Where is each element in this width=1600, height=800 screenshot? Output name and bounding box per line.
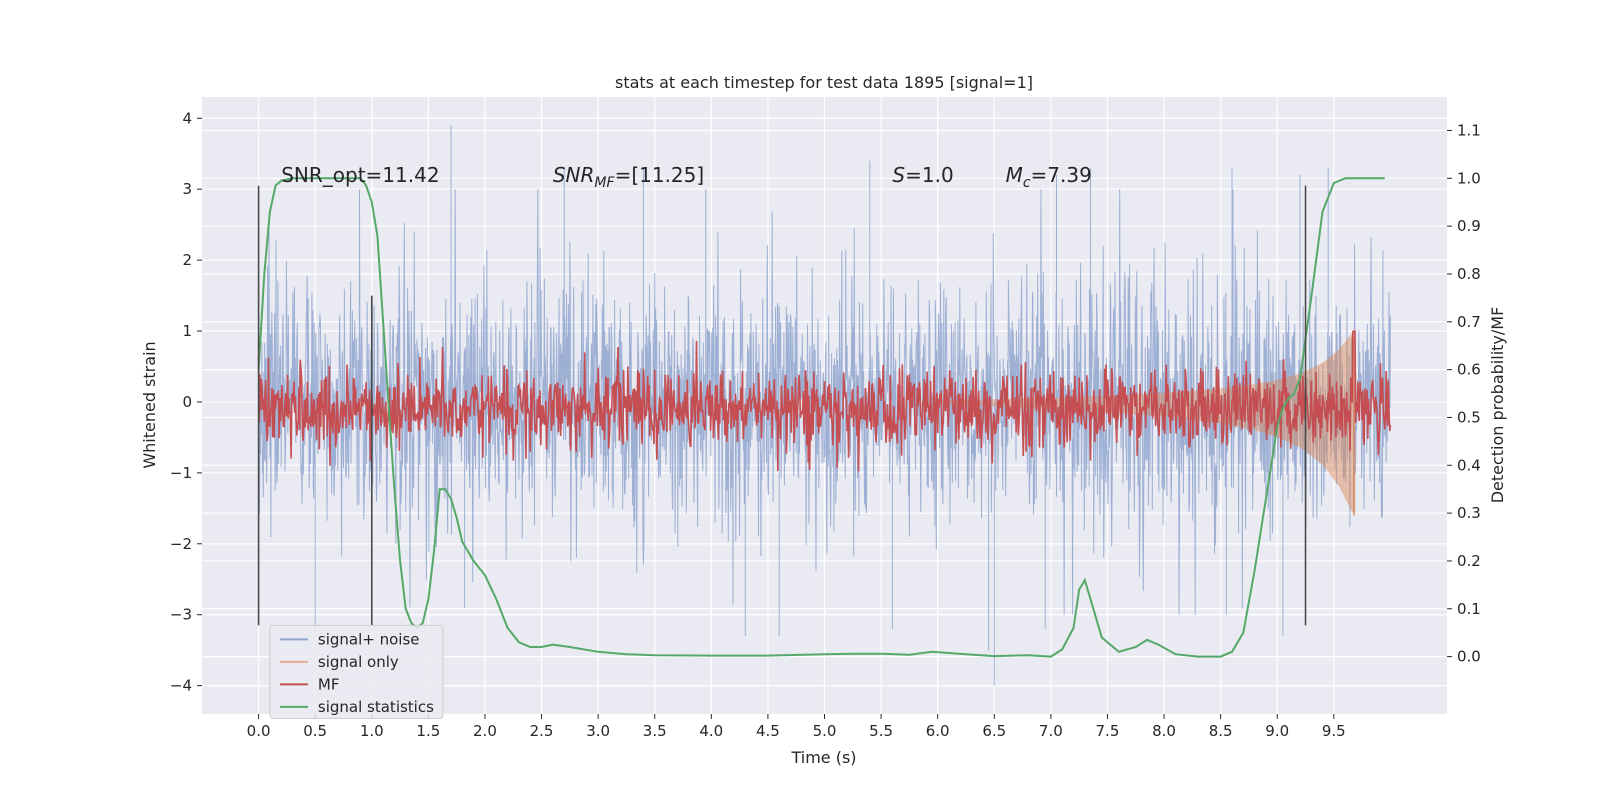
x-tick-label: 4.0 bbox=[699, 722, 723, 740]
y2-tick-label: 0.2 bbox=[1457, 552, 1481, 570]
annotation-text: SNRMF=[11.25] bbox=[553, 163, 704, 191]
x-tick-label: 0.5 bbox=[303, 722, 327, 740]
y2-tick-label: 0.3 bbox=[1457, 504, 1481, 522]
x-tick-label: 9.0 bbox=[1265, 722, 1289, 740]
y2-tick-label: 0.5 bbox=[1457, 408, 1481, 426]
y2-tick-label: 0.1 bbox=[1457, 600, 1481, 618]
legend: signal+ noise signal only MF signal statist… bbox=[269, 624, 444, 719]
legend-label: signal only bbox=[318, 653, 399, 671]
y-axis-right: 0.0 0.1 0.2 0.3 0.4 0.5 0.6 0.7 0.8 0.9 1.0 1.1 bbox=[1447, 121, 1481, 666]
x-tick-label: 1.0 bbox=[360, 722, 384, 740]
x-tick-label: 9.5 bbox=[1322, 722, 1346, 740]
y2-tick-label: 0.4 bbox=[1457, 456, 1481, 474]
x-tick-label: 3.5 bbox=[643, 722, 667, 740]
x-tick-label: 2.0 bbox=[473, 722, 497, 740]
y-tick-label: 3 bbox=[182, 180, 192, 198]
y2-tick-label: 0.0 bbox=[1457, 648, 1481, 666]
legend-label: signal statistics bbox=[318, 698, 434, 716]
annotations: SNR_opt=11.42 SNRMF=[11.25] S=1.0 Mc=7.39 bbox=[281, 163, 1092, 191]
x-tick-label: 6.5 bbox=[982, 722, 1006, 740]
x-tick-label: 8.5 bbox=[1209, 722, 1233, 740]
y-tick-label: −2 bbox=[170, 535, 192, 553]
y2-tick-label: 1.1 bbox=[1457, 121, 1481, 139]
x-tick-label: 7.5 bbox=[1096, 722, 1120, 740]
series-mf bbox=[257, 330, 1392, 472]
series-layer bbox=[257, 125, 1392, 686]
y2-tick-label: 0.9 bbox=[1457, 217, 1481, 235]
y-tick-label: 2 bbox=[182, 251, 192, 269]
x-tick-label: 5.0 bbox=[813, 722, 837, 740]
x-tick-label: 3.0 bbox=[586, 722, 610, 740]
x-tick-label: 8.0 bbox=[1152, 722, 1176, 740]
annotation-text: SNR_opt=11.42 bbox=[281, 163, 439, 187]
x-tick-label: 7.0 bbox=[1039, 722, 1063, 740]
series-signal-statistics bbox=[257, 177, 1385, 658]
y-tick-label: 4 bbox=[182, 109, 192, 127]
y2-axis-label: Detection probability/MF bbox=[1488, 307, 1507, 504]
x-tick-label: 0.0 bbox=[247, 722, 271, 740]
legend-box bbox=[269, 624, 444, 719]
y2-tick-label: 0.6 bbox=[1457, 361, 1481, 379]
x-axis-label: Time (s) bbox=[790, 748, 856, 767]
x-tick-label: 2.5 bbox=[530, 722, 554, 740]
legend-label: signal+ noise bbox=[318, 630, 420, 648]
y2-tick-label: 1.0 bbox=[1457, 169, 1481, 187]
annotation-text: S=1.0 bbox=[892, 163, 953, 187]
x-tick-label: 5.5 bbox=[869, 722, 893, 740]
y-axis-label: Whitened strain bbox=[140, 341, 159, 468]
x-tick-label: 1.5 bbox=[416, 722, 440, 740]
y-tick-label: 0 bbox=[182, 393, 192, 411]
y-tick-label: 1 bbox=[182, 322, 192, 340]
y-tick-label: −1 bbox=[170, 464, 192, 482]
y-tick-label: −4 bbox=[170, 677, 192, 695]
annotation-text: Mc=7.39 bbox=[1006, 163, 1092, 191]
x-tick-label: 4.5 bbox=[756, 722, 780, 740]
y2-tick-label: 0.8 bbox=[1457, 265, 1481, 283]
chart-title: stats at each timestep for test data 189… bbox=[615, 73, 1033, 92]
legend-label: MF bbox=[318, 675, 340, 693]
y-tick-label: −3 bbox=[170, 606, 192, 624]
y-axis-left: −4 −3 −2 −1 0 1 2 3 4 bbox=[170, 109, 202, 695]
y2-tick-label: 0.7 bbox=[1457, 313, 1481, 331]
x-axis: 0.0 0.5 1.0 1.5 2.0 2.5 3.0 3.5 4.0 4.5 5.0 5.5 6.0 6… bbox=[247, 714, 1346, 740]
x-tick-label: 6.0 bbox=[926, 722, 950, 740]
vertical-markers bbox=[257, 185, 1307, 626]
series-signal-noise bbox=[258, 125, 1391, 686]
